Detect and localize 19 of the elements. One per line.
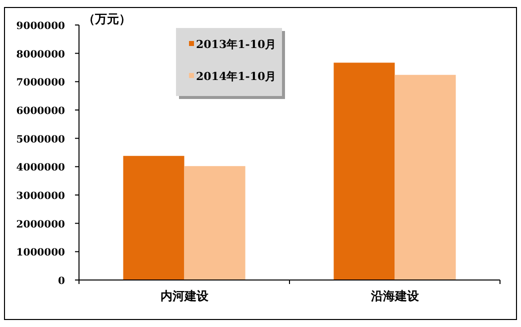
y-tick-label: 2000000 (16, 219, 66, 230)
y-tick-label: 8000000 (16, 49, 66, 60)
bar (394, 74, 456, 280)
x-tick-label: 沿海建设 (370, 289, 420, 303)
bar (184, 166, 246, 280)
bar (123, 156, 184, 280)
y-tick-label: 0 (58, 276, 66, 287)
y-tick-label: 3000000 (16, 191, 66, 202)
y-axis-title: （万元） (83, 12, 131, 26)
y-tick-label: 1000000 (16, 248, 66, 259)
legend-label: 2013年1-10月 (196, 38, 276, 51)
y-tick-label: 5000000 (16, 134, 66, 146)
y-tick-label: 6000000 (16, 106, 66, 117)
y-tick-label: 7000000 (16, 78, 66, 89)
legend-label: 2014年1-10月 (196, 70, 276, 83)
bar (334, 62, 395, 280)
y-tick-label: 4000000 (16, 162, 66, 174)
y-tick-label: 9000000 (16, 21, 66, 32)
x-tick-label: 内河建设 (160, 289, 210, 303)
